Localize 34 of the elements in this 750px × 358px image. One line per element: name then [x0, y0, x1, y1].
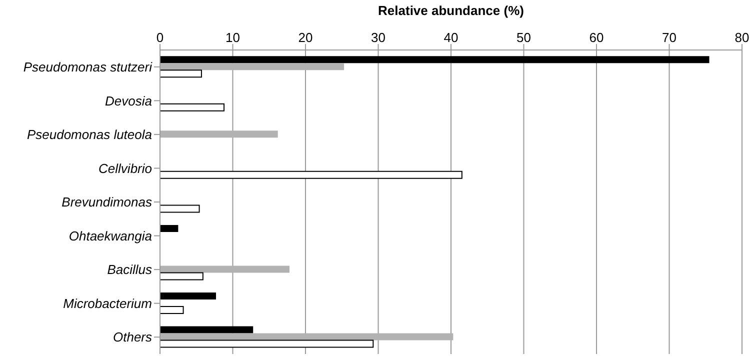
y-tick-label: Cellvibrio [98, 160, 152, 176]
y-tick-label: Others [112, 330, 152, 345]
bar [160, 63, 344, 70]
bar [160, 130, 278, 138]
y-tick-label: Ohtaekwangia [68, 228, 152, 244]
bar [160, 292, 216, 300]
y-tick-label: Pseudomonas stutzeri [23, 60, 154, 75]
bar [160, 70, 202, 78]
x-tick-label: 0 [156, 30, 164, 45]
y-tick-label: Bacillus [107, 262, 152, 278]
bar [160, 266, 290, 273]
bar [160, 326, 254, 334]
bar [160, 333, 454, 340]
bar [160, 306, 184, 314]
bar [160, 340, 374, 348]
bar [160, 224, 178, 232]
x-tick-label: 40 [444, 30, 458, 45]
x-tick-label: 30 [371, 30, 386, 45]
x-tick-label: 20 [298, 30, 313, 45]
bar [160, 56, 710, 64]
bar [160, 103, 225, 112]
bar [160, 272, 204, 280]
y-tick-label: Brevundimonas [62, 194, 152, 210]
x-tick-label: 80 [734, 30, 750, 45]
x-tick-label: 60 [589, 30, 604, 45]
x-tick-label: 10 [226, 30, 240, 45]
x-tick-label: 50 [516, 30, 531, 45]
bar [160, 204, 200, 213]
y-tick-label: Pseudomonas luteola [26, 127, 152, 142]
x-tick-label: 70 [662, 30, 676, 45]
y-tick-label: Microbacterium [63, 296, 152, 311]
y-tick-label: Devosia [105, 93, 152, 108]
x-axis-title: Relative abundance (%) [378, 3, 524, 18]
bar [160, 170, 462, 179]
